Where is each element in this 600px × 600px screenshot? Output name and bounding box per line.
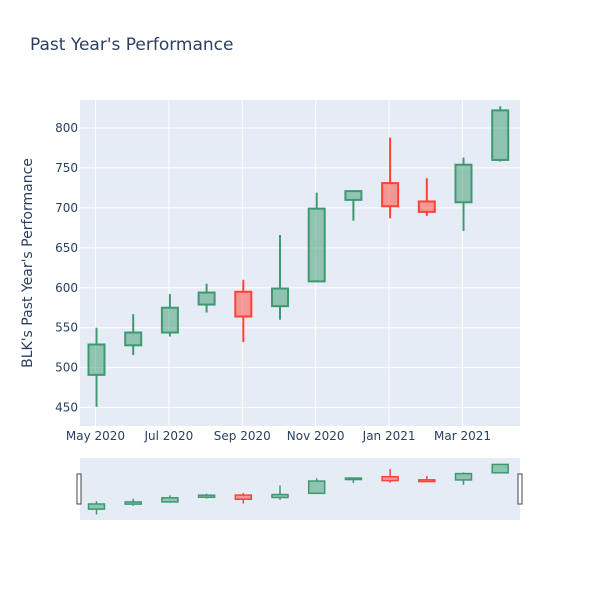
candle-increasing	[160, 294, 179, 337]
y-tick-label: 450	[55, 401, 78, 415]
candle-body	[197, 291, 216, 306]
candle-body	[418, 479, 436, 483]
x-tick-label: Sep 2020	[214, 429, 271, 443]
candle-body	[307, 207, 326, 283]
candle-increasing	[454, 157, 473, 232]
candle-body	[160, 306, 179, 334]
candle-body	[454, 163, 473, 204]
x-tick-label: Nov 2020	[287, 429, 345, 443]
y-axis-label: BLK's Past Year's Performance	[20, 158, 36, 368]
candle-body	[87, 503, 106, 510]
candle-decreasing	[234, 279, 253, 343]
y-tick-label: 750	[55, 161, 78, 175]
rangeslider-left-handle[interactable]	[76, 473, 82, 505]
x-tick-label: Jul 2020	[143, 429, 193, 443]
y-axis-ticks: 450 500 550 600 650 700 750 800	[55, 121, 78, 415]
candle-increasing	[307, 478, 326, 495]
candle-body	[124, 331, 143, 347]
grid-lines	[80, 100, 520, 426]
candle-body	[454, 472, 473, 481]
candle-body	[234, 290, 253, 318]
y-tick-label: 700	[55, 201, 78, 215]
y-tick-label: 500	[55, 361, 78, 375]
candle-body	[344, 190, 363, 201]
candle-body	[271, 493, 289, 499]
candle-body	[271, 287, 289, 308]
candle-increasing	[344, 190, 363, 221]
chart-title: Past Year's Performance	[30, 35, 234, 55]
candle-increasing	[491, 106, 510, 162]
candle-increasing	[271, 235, 289, 320]
candle-decreasing	[418, 475, 436, 483]
candle-body	[87, 343, 106, 376]
candles	[87, 106, 510, 407]
candle-increasing	[307, 192, 326, 283]
y-tick-label: 550	[55, 321, 78, 335]
x-tick-label: Mar 2021	[434, 429, 491, 443]
candle-body	[417, 200, 436, 213]
x-axis-ticks: May 2020 Jul 2020 Sep 2020 Nov 2020 Jan 2021…	[66, 429, 491, 443]
candle-body	[197, 494, 216, 498]
candle-body	[124, 501, 142, 505]
candle-decreasing	[417, 178, 436, 216]
x-tick-label: May 2020	[66, 429, 125, 443]
candle-decreasing	[381, 469, 399, 483]
candle-body	[381, 475, 399, 482]
candle-increasing	[197, 283, 216, 313]
x-tick-label: Jan 2021	[362, 429, 416, 443]
candle-body	[344, 477, 363, 481]
candle-increasing	[197, 493, 216, 499]
y-tick-label: 800	[55, 121, 78, 135]
candle-decreasing	[381, 137, 400, 219]
candle-increasing	[491, 463, 509, 474]
candle-body	[491, 109, 510, 161]
rangeslider-candles	[87, 463, 509, 515]
candle-body	[381, 182, 400, 208]
candle-body	[234, 494, 253, 501]
main-plot-area	[80, 100, 520, 426]
candle-increasing	[161, 495, 179, 503]
rangeslider-area[interactable]	[80, 458, 520, 520]
candle-increasing	[454, 472, 473, 485]
candle-decreasing	[234, 493, 253, 504]
candle-increasing	[87, 501, 106, 515]
candle-body	[161, 497, 179, 503]
candle-increasing	[344, 477, 363, 484]
y-tick-label: 650	[55, 241, 78, 255]
candle-increasing	[87, 327, 106, 407]
candle-increasing	[124, 314, 143, 355]
candle-increasing	[124, 498, 142, 506]
candle-body	[307, 480, 326, 495]
candle-increasing	[271, 485, 289, 500]
rangeslider-right-handle[interactable]	[517, 473, 523, 505]
y-tick-label: 600	[55, 281, 78, 295]
candle-body	[491, 463, 509, 474]
